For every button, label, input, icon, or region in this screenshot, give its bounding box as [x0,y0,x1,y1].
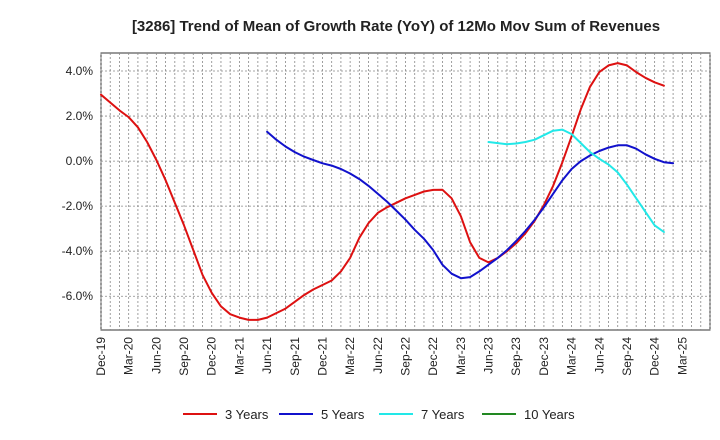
x-tick-label: Sep-23 [509,337,523,376]
series-line-3-years [100,62,665,321]
x-tick-label: Sep-22 [399,337,413,376]
x-tick-label: Dec-19 [94,337,108,376]
plot-area [100,52,711,331]
x-tick-label: Sep-21 [288,337,302,376]
y-tick-label: -2.0% [62,199,94,213]
x-tick-label: Mar-21 [232,337,246,375]
x-tick-label: Mar-24 [565,337,579,375]
legend: 3 Years 5 Years 7 Years 10 Years [183,407,575,422]
x-tick-label: Jun-21 [260,337,274,374]
y-tick-label: 0.0% [66,154,94,168]
x-tick-label: Jun-20 [149,337,163,374]
x-tick-label: Dec-24 [648,337,662,376]
gridlines [100,53,711,330]
legend-label: 10 Years [524,407,575,422]
x-tick-label: Dec-23 [537,337,551,376]
x-tick-label: Dec-21 [315,337,329,376]
series-line-5-years [266,130,675,280]
y-axis-ticks: 4.0% 2.0% 0.0% -2.0% -4.0% -6.0% [62,64,94,303]
x-tick-label: Dec-20 [205,337,219,376]
y-tick-label: 2.0% [66,109,94,123]
series-lines [100,62,675,321]
y-tick-label: 4.0% [66,64,94,78]
legend-label: 7 Years [421,407,465,422]
x-tick-label: Mar-23 [454,337,468,375]
x-tick-label: Mar-25 [675,337,689,375]
y-tick-label: -6.0% [62,289,94,303]
x-tick-label: Sep-24 [620,337,634,376]
legend-label: 3 Years [225,407,269,422]
x-tick-label: Jun-22 [371,337,385,374]
x-tick-label: Jun-23 [482,337,496,374]
x-tick-label: Mar-22 [343,337,357,375]
y-tick-label: -4.0% [62,244,94,258]
x-tick-label: Jun-24 [592,337,606,374]
x-tick-label: Sep-20 [177,337,191,376]
x-axis-ticks: Dec-19 Mar-20 Jun-20 Sep-20 Dec-20 Mar-21 Jun-… [94,337,689,376]
legend-label: 5 Years [321,407,365,422]
x-tick-label: Dec-22 [426,337,440,376]
x-tick-label: Mar-20 [122,337,136,375]
series-line-7-years [487,128,665,233]
chart-title: [3286] Trend of Mean of Growth Rate (YoY… [132,18,660,35]
